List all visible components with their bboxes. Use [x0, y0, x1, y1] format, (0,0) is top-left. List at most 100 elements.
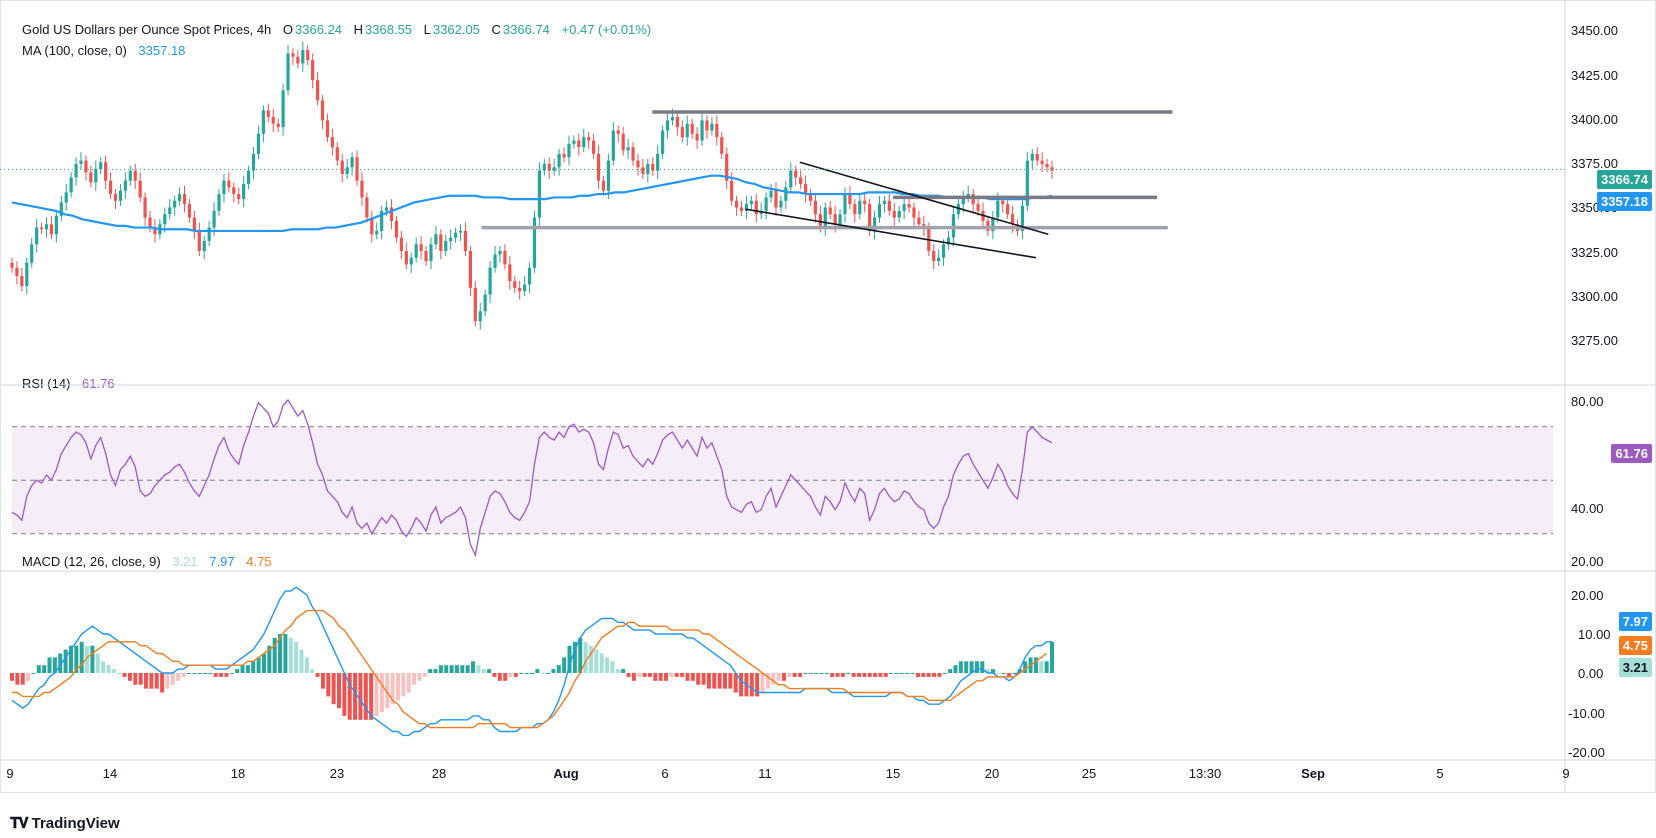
- candle-body: [311, 60, 315, 81]
- candle-body: [74, 163, 78, 178]
- candle-body: [84, 160, 88, 173]
- candle-body: [498, 251, 502, 255]
- macd-histogram-bar: [326, 673, 331, 697]
- macd-histogram-bar: [15, 673, 20, 685]
- macd-histogram-bar: [803, 673, 808, 674]
- macd-histogram-bar: [899, 673, 904, 674]
- candle-body: [212, 210, 216, 228]
- price-legend: Gold US Dollars per Ounce Spot Prices, 4…: [22, 22, 653, 37]
- candle-body: [251, 153, 256, 171]
- tradingview-branding[interactable]: 𝐓𝐕 TradingView: [10, 815, 120, 832]
- macd-histogram-bar: [63, 649, 68, 673]
- candle-body: [592, 140, 596, 154]
- macd-histogram-bar: [776, 673, 781, 681]
- macd-histogram-bar: [792, 673, 797, 677]
- candle-body: [833, 214, 837, 225]
- candle-body: [10, 262, 14, 268]
- macd-legend: MACD (12, 26, close, 9) 3.21 7.97 4.75: [22, 554, 274, 569]
- candle-body: [774, 190, 778, 208]
- macd-histogram-bar: [476, 665, 481, 673]
- ma-legend-label: MA (100, close, 0): [22, 43, 127, 58]
- candle-body: [217, 194, 221, 211]
- candle-body: [79, 160, 83, 164]
- macd-histogram-bar: [551, 669, 556, 673]
- price-axis: 3450.00 3425.00 3400.00 3375.00 3350.00 …: [1571, 23, 1618, 348]
- macd-histogram-bar: [835, 673, 840, 677]
- macd-histogram-bar: [85, 645, 90, 673]
- candle-body: [863, 200, 867, 205]
- candle-body: [138, 180, 142, 198]
- candle-body: [99, 162, 103, 169]
- macd-histogram-bar: [722, 673, 727, 689]
- candle-body: [15, 267, 19, 277]
- macd-histogram-bar: [353, 673, 358, 720]
- candle-body: [838, 214, 842, 225]
- candle-body: [636, 160, 640, 168]
- time-tick: 11: [758, 766, 772, 781]
- macd-histogram-bar: [765, 673, 770, 689]
- candle-body: [143, 197, 147, 218]
- macd-histogram-bar: [690, 673, 695, 681]
- candle-body: [207, 227, 211, 241]
- macd-histogram-bar: [530, 673, 534, 674]
- macd-histogram-bar: [840, 673, 845, 677]
- macd-histogram-bar: [755, 673, 760, 697]
- macd-axis: 20.00 10.00 0.00 -10.00 -20.00: [1568, 588, 1611, 760]
- candle-body: [365, 197, 369, 218]
- candle-body: [113, 194, 118, 201]
- macd-histogram-bar: [685, 673, 690, 681]
- macd-histogram-bar: [546, 673, 551, 674]
- candle-body: [764, 197, 768, 211]
- candle-body: [641, 167, 645, 174]
- macd-histogram-bar: [680, 673, 685, 677]
- candle-body: [1045, 163, 1049, 168]
- candle-body: [148, 217, 152, 228]
- macd-histogram-bar: [90, 645, 95, 673]
- macd-histogram-bar: [111, 669, 116, 673]
- candle-body: [177, 194, 182, 201]
- candle-body: [823, 207, 827, 228]
- signal-value-pill: 4.75: [1618, 636, 1652, 655]
- candle-body: [409, 257, 413, 265]
- macd-tick: 20.00: [1571, 588, 1604, 603]
- macd-histogram-bar: [921, 673, 926, 677]
- candle-body: [108, 180, 113, 195]
- macd-histogram-bar: [390, 673, 395, 705]
- candle-body: [705, 120, 709, 131]
- candle-body: [527, 267, 532, 285]
- candle-body: [611, 130, 615, 161]
- macd-value-pill: 7.97: [1618, 612, 1652, 631]
- macd-histogram-bar: [739, 673, 744, 697]
- candle-body: [680, 127, 684, 138]
- macd-histogram-bar: [369, 673, 374, 720]
- macd-histogram-bar: [932, 673, 937, 677]
- macd-histogram-bar: [889, 673, 894, 674]
- macd-histogram-bar: [814, 673, 819, 674]
- macd-histogram-bar: [251, 661, 256, 673]
- candle-body: [621, 133, 625, 151]
- candle-body: [695, 133, 699, 141]
- signal-line: [12, 609, 1048, 729]
- macd-histogram-bar: [1001, 673, 1006, 674]
- candle-body: [261, 110, 265, 134]
- candle-body: [730, 180, 734, 201]
- candle-body: [54, 215, 58, 235]
- candle-body: [808, 194, 813, 201]
- close-label: C: [491, 22, 501, 37]
- macd-histogram-bar: [1007, 673, 1012, 677]
- candle-body: [582, 137, 586, 148]
- macd-histogram-bar: [621, 669, 626, 673]
- macd-histogram-bar: [181, 673, 186, 677]
- candle-body: [434, 234, 438, 245]
- candle-body: [325, 120, 330, 138]
- macd-histogram-bar: [374, 673, 379, 716]
- macd-histogram-bar: [540, 673, 545, 674]
- macd-histogram-bar: [873, 673, 878, 677]
- time-tick: 18: [231, 766, 245, 781]
- high-value: 3368.55: [365, 22, 413, 37]
- candle-body: [399, 237, 403, 252]
- candle-body: [577, 140, 581, 148]
- candle-body: [296, 56, 300, 64]
- candle-body: [552, 167, 556, 171]
